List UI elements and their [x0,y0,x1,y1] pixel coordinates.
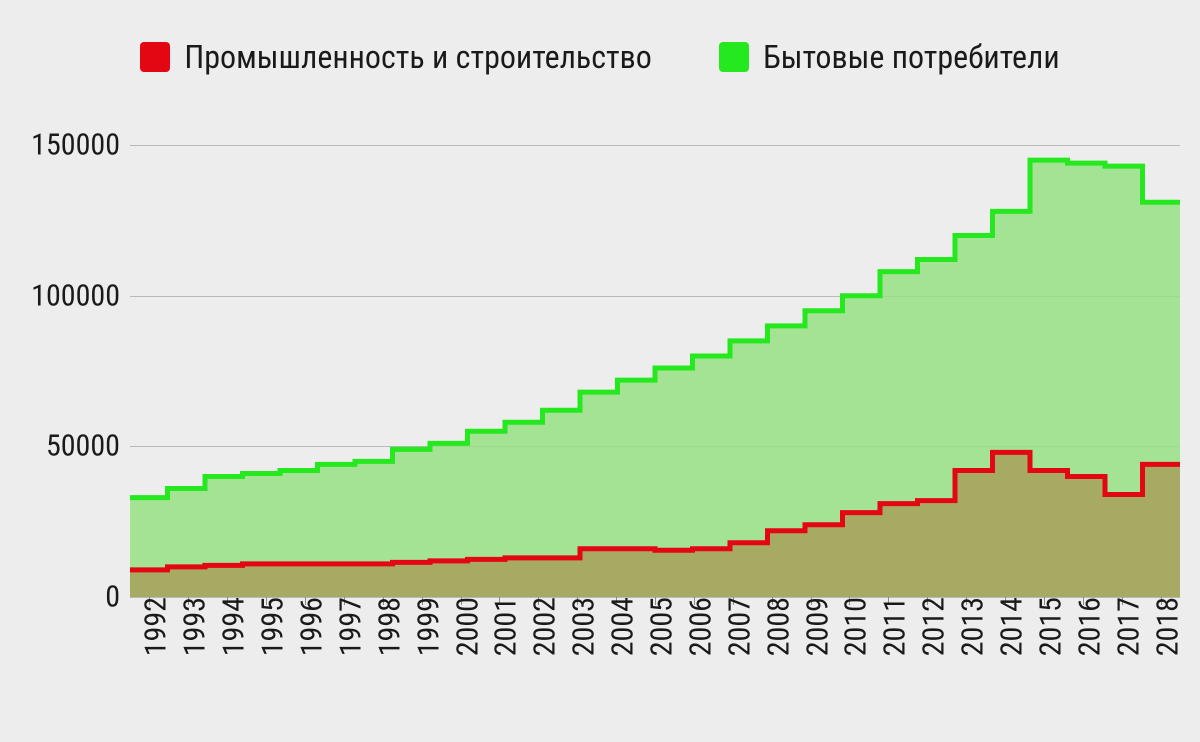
series-svg [130,130,1180,597]
chart-container: Промышленность и строительство Бытовые п… [0,0,1200,742]
legend: Промышленность и строительство Бытовые п… [0,38,1200,80]
legend-item: Промышленность и строительство [140,38,651,76]
y-axis-label: 150000 [31,128,130,163]
y-axis-label: 50000 [46,429,130,464]
legend-swatch-industry [140,42,170,72]
y-axis-label: 100000 [31,278,130,313]
legend-label: Бытовые потребители [763,38,1060,76]
legend-label: Промышленность и строительство [184,38,651,76]
plot-area: 0500001000001500001992199319941995199619… [130,130,1180,597]
legend-item: Бытовые потребители [719,38,1060,76]
x-axis-label: 2018 [1136,597,1185,656]
legend-swatch-household [719,42,749,72]
